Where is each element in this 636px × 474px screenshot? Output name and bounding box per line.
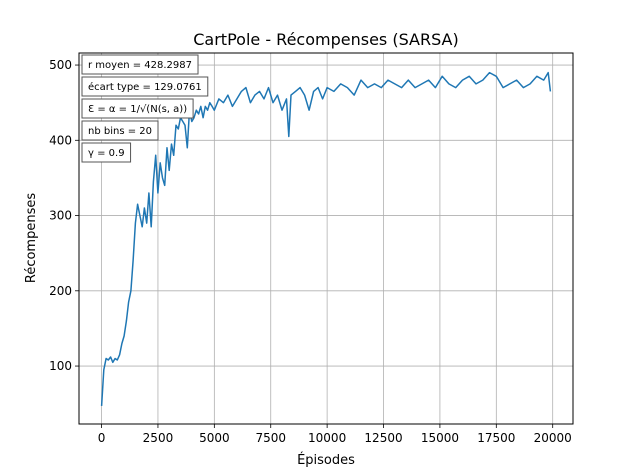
plot-area	[100, 71, 552, 406]
x-tick-label: 7500	[255, 431, 286, 445]
annotation-box: γ = 0.9	[81, 142, 132, 163]
annotation-frame	[81, 142, 132, 163]
annotation-box: r moyen = 428.2987	[81, 54, 199, 75]
y-tick-label: 300	[49, 209, 72, 223]
annotation-frame	[81, 76, 209, 97]
x-tick-label: 2500	[143, 431, 174, 445]
x-tick-label: 15000	[421, 431, 459, 445]
annotation-frame	[81, 98, 194, 119]
annotation-text: Ɛ = α = 1/√(N(s, a))	[88, 104, 187, 115]
chart-title: CartPole - Récompenses (SARSA)	[193, 30, 458, 49]
x-axis-ticks: 0 2500 5000 7500 10000 12500 15000 17500 20000	[98, 424, 572, 445]
annotation-box: nb bins = 20	[81, 120, 159, 141]
series-line-sarsa	[100, 71, 552, 406]
annotation-text: écart type = 129.0761	[88, 81, 202, 93]
annotation-frame	[81, 54, 199, 75]
y-tick-label: 100	[49, 359, 72, 373]
annotation-box: Ɛ = α = 1/√(N(s, a))	[81, 98, 194, 119]
annotation-text: γ = 0.9	[88, 148, 125, 159]
annotation-boxes: r moyen = 428.2987 écart type = 129.0761 Ɛ…	[81, 54, 209, 163]
y-tick-label: 200	[49, 284, 72, 298]
annotation-frame	[81, 120, 159, 141]
y-tick-label: 400	[49, 133, 72, 147]
annotation-box: écart type = 129.0761	[81, 76, 209, 97]
annotation-text: nb bins = 20	[88, 126, 152, 137]
y-axis-label: Récompenses	[24, 193, 39, 283]
axes-frame	[78, 52, 574, 425]
x-tick-label: 5000	[199, 431, 230, 445]
x-tick-label: 12500	[364, 431, 402, 445]
x-tick-label: 17500	[477, 431, 515, 445]
grid-lines	[79, 53, 573, 424]
x-tick-label: 0	[98, 431, 106, 445]
y-tick-label: 500	[49, 58, 72, 72]
x-axis-label: Épisodes	[297, 452, 355, 468]
x-tick-label: 10000	[308, 431, 346, 445]
x-tick-label: 20000	[534, 431, 572, 445]
annotation-text: r moyen = 428.2987	[88, 60, 192, 71]
y-axis-ticks: 100 200 300 400 500	[49, 58, 79, 373]
